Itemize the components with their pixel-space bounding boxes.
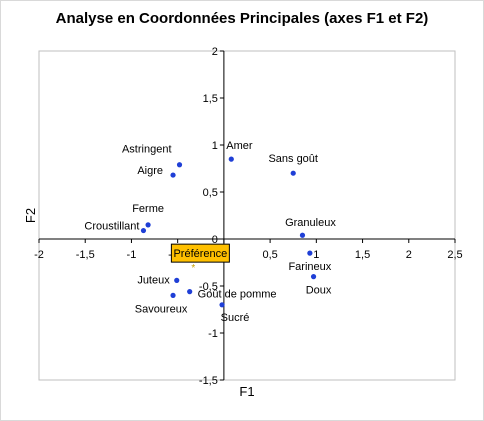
point-label: Savoureux [135, 303, 188, 315]
x-tick-label: -1,5 [76, 249, 95, 261]
y-axis-title: F2 [23, 208, 38, 223]
data-point [174, 277, 180, 283]
data-point [187, 289, 193, 295]
x-tick-label: -2 [34, 249, 44, 261]
point-label: Farineux [288, 261, 331, 273]
y-tick-label: 1,5 [203, 93, 218, 105]
x-tick-label: 1 [313, 249, 319, 261]
data-point [170, 292, 176, 298]
data-point [228, 156, 234, 162]
y-tick-label: 0,5 [203, 187, 218, 199]
point-label: Amer [226, 140, 253, 152]
data-point [310, 274, 317, 280]
point-label: Juteux [137, 274, 170, 286]
x-tick-label: 2 [406, 249, 412, 261]
point-label: Ferme [132, 203, 164, 215]
data-point [145, 222, 151, 228]
point-label: Astringent [122, 144, 172, 156]
preference-point: * [191, 263, 195, 274]
point-label: Sans goût [268, 153, 318, 165]
data-point [176, 162, 183, 168]
point-label: Préférence [173, 248, 227, 260]
data-point [170, 172, 176, 178]
data-point [299, 232, 306, 238]
x-tick-label: 2,5 [447, 249, 462, 261]
y-tick-label: 1 [212, 140, 218, 152]
y-tick-label: -1,5 [199, 375, 218, 387]
data-point [307, 250, 313, 256]
point-label: Granuleux [285, 217, 336, 229]
y-tick-label: -0,5 [199, 281, 218, 293]
x-axis-title: F1 [239, 384, 254, 399]
plot-area [38, 50, 456, 381]
point-label: Aigre [137, 165, 163, 177]
y-tick-label: -1 [208, 328, 218, 340]
y-tick-label: 0 [212, 234, 218, 246]
x-tick-label: 1,5 [355, 249, 370, 261]
x-tick-label: -1 [127, 249, 137, 261]
data-point [290, 170, 296, 176]
point-label: Doux [306, 285, 332, 297]
chart-title: Analyse en Coordonnées Principales (axes… [55, 10, 429, 27]
data-point [219, 302, 225, 308]
y-tick-label: 2 [212, 46, 218, 58]
data-point [140, 227, 147, 234]
point-label: Croustillant [84, 221, 139, 233]
point-label: Sucré [221, 312, 250, 324]
preference-label-box [170, 243, 230, 263]
x-tick-label: 0,5 [262, 249, 277, 261]
point-label: Goût de pomme [198, 289, 277, 301]
